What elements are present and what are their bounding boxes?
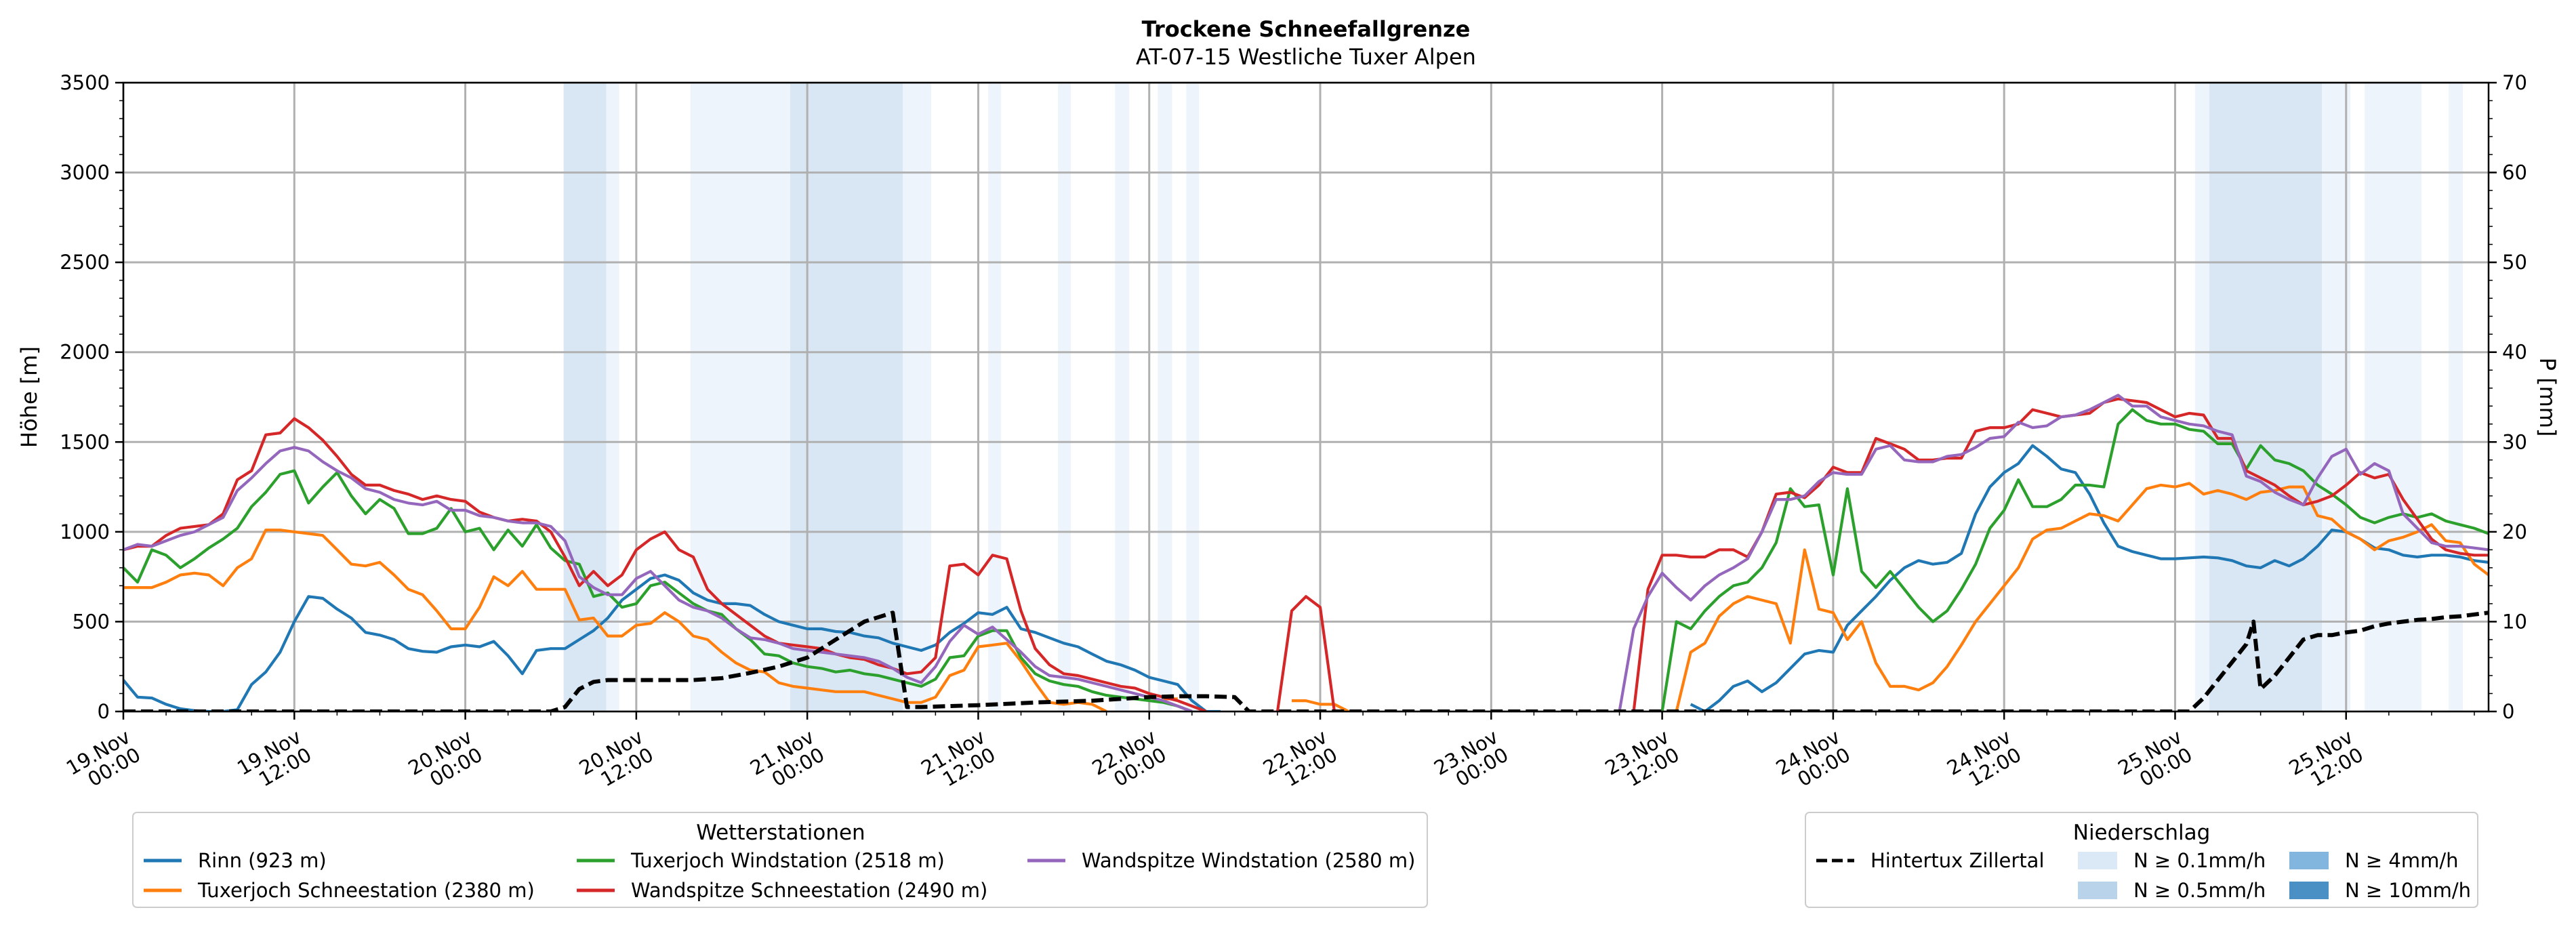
precip-band [2209,83,2323,711]
precip-band [1115,83,1130,711]
precip-band [988,83,1002,711]
y-tick-label-right: 40 [2502,341,2527,364]
legend-hintertux-label: Hintertux Zillertal [1870,849,2045,872]
series-line [123,394,2489,711]
legend-station-label: Rinn (923 m) [198,849,327,872]
chart-title: Trockene Schneefallgrenze [1142,16,1471,42]
legend-precip-swatch [2289,852,2329,869]
plot-frame [122,81,2490,713]
legend-station-label: Wandspitze Schneestation (2490 m) [631,879,987,902]
precip-band [1058,83,1071,711]
y-tick-label-left: 2000 [60,341,110,364]
precip-band [1186,83,1200,711]
precip-band [563,83,607,711]
legend-station-label: Tuxerjoch Schneestation (2380 m) [197,879,535,902]
legend-stations-title: Wetterstationen [696,821,865,845]
legend-station-label: Tuxerjoch Windstation (2518 m) [630,849,945,872]
y-tick-label-left: 3000 [60,161,110,184]
precip-band [606,83,619,711]
legend-precip-label: N ≥ 4mm/h [2345,849,2459,872]
series-line [123,611,2489,711]
legend-precip-title: Niederschlag [2073,821,2211,845]
legend-precip-label: N ≥ 0.1mm/h [2133,849,2266,872]
legend-precip-label: N ≥ 0.5mm/h [2133,879,2266,902]
precip-band [2194,83,2209,711]
legend-precip-swatch [2078,882,2117,899]
precip-band [903,83,932,711]
legend-precip-swatch [2078,852,2117,869]
y-tick-label-left: 500 [73,610,110,633]
y-tick-label-right: 20 [2502,520,2527,543]
legend-precip: Niederschlag Hintertux Zillertal N ≥ 0.1… [1805,812,2478,908]
legend-stations: Wetterstationen Rinn (923 m) Tuxerjoch Sc… [132,812,1428,908]
legend-stations-frame [132,812,1428,908]
y-tick-label-left: 3500 [60,71,110,94]
y-tick-label-left: 1500 [60,430,110,453]
y-axis-label-right: P [mm] [2535,358,2560,437]
series-lines [123,394,2489,711]
precip-band [2365,83,2422,711]
chart-subtitle: AT-07-15 Westliche Tuxer Alpen [1136,44,1476,70]
precip-band [690,83,790,711]
legend-precip-swatch [2289,882,2329,899]
precip-band [790,83,903,711]
y-tick-label-right: 0 [2502,700,2514,723]
legend-precip-label: N ≥ 10mm/h [2345,879,2471,902]
legend-station-label: Wandspitze Windstation (2580 m) [1082,849,1415,872]
y-tick-label-right: 60 [2502,161,2527,184]
y-tick-label-right: 30 [2502,430,2527,453]
y-tick-label-right: 70 [2502,71,2527,94]
precip-band [1158,83,1172,711]
y-tick-label-left: 0 [98,700,110,723]
y-tick-label-right: 10 [2502,610,2527,633]
y-tick-label-right: 50 [2502,251,2527,274]
y-tick-label-left: 2500 [60,251,110,274]
precip-bands [563,83,2463,711]
y-tick-label-left: 1000 [60,520,110,543]
y-axis-label-left: Höhe [m] [16,346,42,448]
